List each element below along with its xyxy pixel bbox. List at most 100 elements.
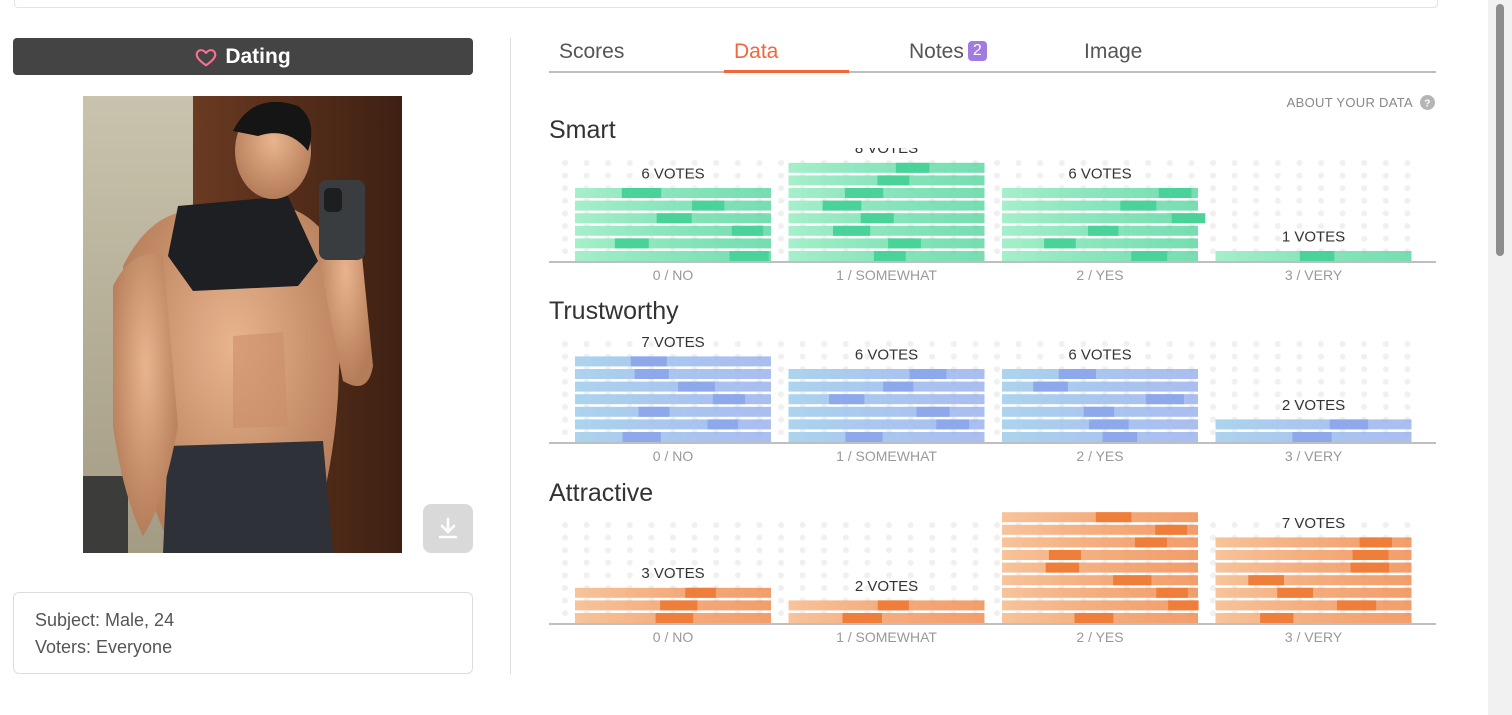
vote-marker: [936, 419, 970, 430]
vote-stack: [1215, 537, 1412, 623]
category-tick-label: 1 / SOMEWHAT: [836, 267, 937, 283]
about-label: ABOUT YOUR DATA: [1286, 95, 1413, 110]
vote-stack: [788, 162, 985, 261]
active-tab-indicator: [724, 70, 849, 73]
tab-data[interactable]: Data: [734, 40, 778, 73]
vote-bar: [575, 225, 771, 236]
vote-bar: [1215, 613, 1412, 623]
vote-count-label: 7 VOTES: [641, 334, 704, 351]
vote-count-label: 7 VOTES: [1282, 515, 1345, 532]
chart-svg: 6 VOTES 0 / NO 8 VOTES 1 / SOMEWHAT 6 VOTES 2…: [549, 148, 1436, 283]
vote-bar: [788, 419, 985, 430]
vote-bar: [1002, 587, 1198, 598]
scrollbar-thumb[interactable]: [1496, 4, 1504, 256]
tab-scores[interactable]: Scores: [559, 40, 624, 73]
vote-marker: [1048, 550, 1081, 560]
vote-marker: [685, 587, 716, 598]
vote-count-label: 6 VOTES: [855, 346, 918, 363]
top-panel-edge: [14, 0, 1438, 8]
vote-stack: [575, 587, 771, 623]
page-scrollbar[interactable]: [1488, 0, 1512, 715]
vote-marker: [707, 419, 739, 430]
download-icon: [438, 517, 458, 538]
chart-trustworthy: 7 VOTES 0 / NO 6 VOTES 1 / SOMEWHAT 6 VOTES 2…: [549, 329, 1436, 467]
vote-marker: [1045, 562, 1080, 573]
chart-svg: 7 VOTES 0 / NO 6 VOTES 1 / SOMEWHAT 6 VOTES 2…: [549, 334, 1436, 464]
chart-smart: 6 VOTES 0 / NO 8 VOTES 1 / SOMEWHAT 6 VOTES 2…: [549, 148, 1436, 286]
vote-marker: [712, 394, 746, 405]
vote-bar: [575, 251, 771, 261]
vote-bar: [575, 432, 771, 442]
chart-title-smart: Smart: [549, 116, 616, 144]
left-column: Dating: [13, 38, 473, 674]
vote-bar: [788, 162, 985, 173]
vote-marker: [729, 251, 769, 261]
subject-photo: [83, 96, 402, 553]
voters-line: Voters: Everyone: [35, 637, 173, 657]
vote-marker: [1120, 200, 1157, 211]
vote-marker: [1352, 550, 1389, 560]
vote-marker: [1088, 419, 1129, 430]
vote-bar: [1002, 213, 1198, 224]
vote-bar: [1215, 537, 1412, 548]
vote-marker: [1171, 213, 1206, 224]
vote-bar: [1002, 524, 1198, 535]
vote-marker: [845, 432, 883, 442]
category-tick-label: 0 / NO: [653, 629, 694, 645]
vote-marker: [692, 200, 725, 211]
category-tick-label: 3 / VERY: [1285, 629, 1343, 645]
vote-bar: [575, 419, 771, 430]
vote-bar: [1002, 537, 1198, 548]
vote-count-label: 2 VOTES: [855, 578, 918, 595]
vote-bar: [1002, 550, 1198, 560]
subject-info-box: Subject: Male, 24 Voters: Everyone: [13, 592, 473, 674]
category-tick-label: 0 / NO: [653, 267, 694, 283]
column-divider: [510, 38, 511, 674]
about-your-data-link[interactable]: ABOUT YOUR DATA ?: [1287, 95, 1435, 110]
vote-marker: [1044, 238, 1076, 249]
vote-marker: [655, 613, 694, 623]
tab-image[interactable]: Image: [1084, 40, 1142, 73]
vote-bar: [575, 381, 771, 392]
vote-bar: [1215, 600, 1412, 611]
vote-marker: [1158, 188, 1192, 198]
vote-marker: [1074, 613, 1114, 623]
vote-marker: [1102, 432, 1138, 442]
vote-bar: [1002, 562, 1198, 573]
tab-notes[interactable]: Notes 2: [909, 40, 987, 73]
vote-stack: [1002, 188, 1206, 261]
vote-marker: [1131, 251, 1168, 261]
download-button[interactable]: [423, 504, 473, 553]
category-tick-label: 2 / YES: [1076, 267, 1123, 283]
category-tick-label: 3 / VERY: [1285, 267, 1343, 283]
vote-bar: [1002, 238, 1198, 249]
vote-stack: [1215, 419, 1412, 442]
vote-marker: [1083, 406, 1115, 417]
vote-marker: [1058, 369, 1096, 379]
help-circle-icon: ?: [1420, 95, 1435, 110]
vote-stack: [1215, 251, 1412, 261]
vote-marker: [1329, 419, 1369, 430]
vote-stack: [575, 188, 771, 261]
heart-icon: [196, 48, 217, 66]
notes-count-badge: 2: [967, 41, 987, 61]
vote-marker: [822, 200, 862, 211]
vote-bar: [1215, 587, 1412, 598]
vote-marker: [614, 238, 649, 249]
vote-bar: [1002, 188, 1198, 198]
vote-bar: [788, 225, 985, 236]
vote-bar: [575, 394, 771, 405]
vote-marker: [877, 600, 909, 611]
vote-marker: [1248, 575, 1284, 586]
vote-marker: [1168, 600, 1199, 611]
category-tick-label: 1 / SOMEWHAT: [836, 448, 937, 464]
vote-bar: [788, 394, 985, 405]
vote-bar: [1002, 394, 1198, 405]
tab-image-label: Image: [1084, 40, 1143, 63]
vote-bar: [1002, 575, 1198, 586]
vote-marker: [621, 188, 662, 198]
chart-title-attractive: Attractive: [549, 479, 654, 507]
vote-bar: [788, 369, 985, 379]
